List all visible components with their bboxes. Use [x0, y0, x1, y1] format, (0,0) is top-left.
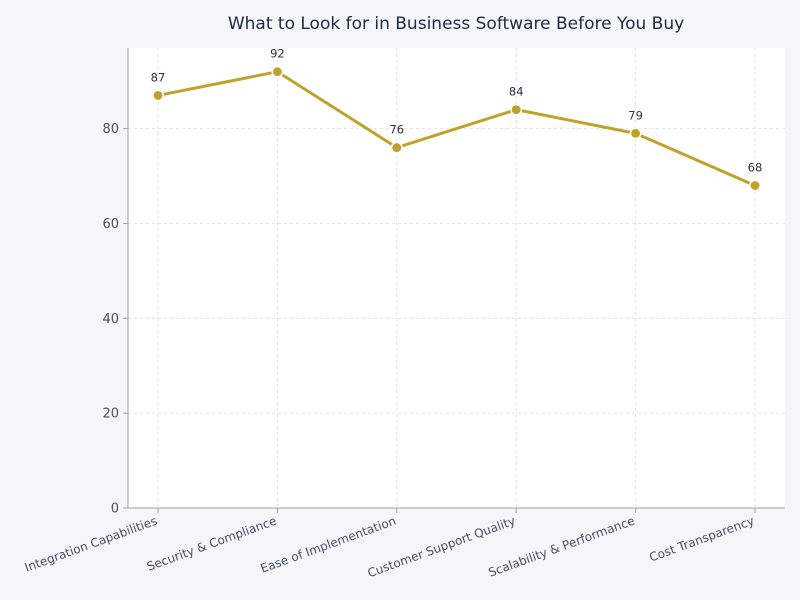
data-label: 84 — [509, 85, 524, 99]
data-point — [749, 179, 761, 192]
chart-title: What to Look for in Business Software Be… — [228, 14, 684, 34]
data-label: 92 — [270, 47, 285, 61]
series-line — [156, 70, 757, 188]
data-label: 79 — [628, 108, 643, 122]
y-tick-label: 0 — [111, 502, 119, 517]
data-point — [390, 141, 403, 154]
y-tick-label: 80 — [102, 122, 119, 137]
y-tick-label: 40 — [102, 312, 119, 327]
series-group — [152, 65, 761, 192]
data-point — [152, 89, 164, 102]
grid — [128, 48, 785, 508]
labels: 87 92 76 84 79 68 — [151, 47, 763, 175]
data-label: 68 — [748, 161, 763, 175]
y-tick-label: 60 — [102, 217, 119, 232]
y-tick-label: 20 — [102, 407, 119, 422]
data-point — [510, 103, 523, 116]
data-point — [629, 127, 642, 140]
plot-area — [128, 48, 785, 508]
data-point — [271, 65, 284, 78]
data-label: 87 — [151, 70, 166, 84]
data-label: 76 — [389, 123, 404, 137]
